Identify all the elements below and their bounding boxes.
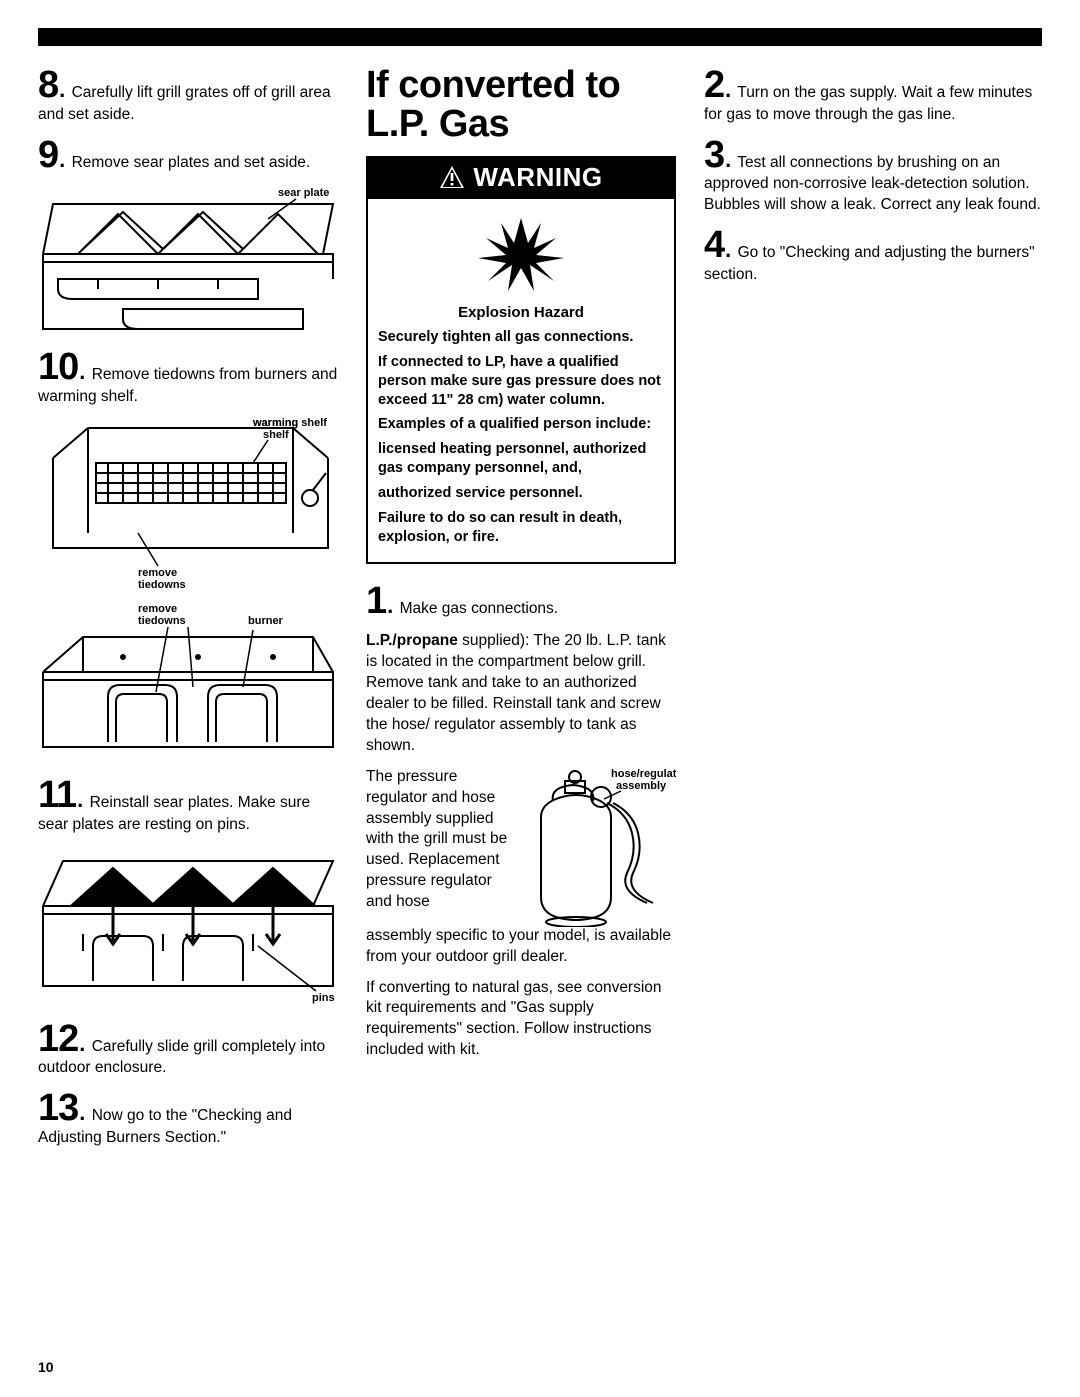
step-text: Remove sear plates and set aside. — [72, 154, 311, 171]
callout-hose-1: hose/regulator — [611, 768, 676, 780]
lp-para-3: If converting to natural gas, see conver… — [366, 978, 676, 1062]
page: 8. Carefully lift grill grates off of gr… — [0, 0, 1080, 1397]
step-number: 11 — [38, 774, 76, 816]
callout-sear-plate: sear plate — [278, 187, 329, 199]
right-step-3: 3. Test all connections by brushing on a… — [704, 136, 1042, 217]
step-number: 10 — [38, 346, 78, 388]
figure-tank: hose/regulator assembly — [521, 767, 676, 932]
step-text: Test all connections by brushing on an a… — [704, 154, 1041, 214]
warn-p1: Securely tighten all gas connections. — [378, 328, 664, 347]
step-12: 12. Carefully slide grill completely int… — [38, 1020, 338, 1080]
step-number: 2 — [704, 64, 724, 106]
columns: 8. Carefully lift grill grates off of gr… — [38, 66, 1042, 1159]
step-number: 13 — [38, 1087, 78, 1129]
warning-header-text: WARNING — [473, 162, 602, 193]
step-text: Go to "Checking and adjusting the burner… — [704, 244, 1035, 283]
burners-diagram: remove tiedowns burner — [38, 602, 338, 762]
callout-remove-1: remove — [138, 567, 177, 579]
callout-tiedowns-2: tiedowns — [138, 615, 186, 627]
figure-burners: remove tiedowns burner — [38, 602, 338, 762]
callout-pins: pins — [312, 992, 335, 1004]
explosion-icon — [378, 213, 664, 293]
column-right: 2. Turn on the gas supply. Wait a few mi… — [704, 66, 1042, 1159]
hazard-title: Explosion Hazard — [378, 303, 664, 323]
callout-hose-2: assembly — [616, 780, 667, 792]
header-black-bar — [38, 28, 1042, 46]
callout-warming-2: shelf — [263, 429, 289, 441]
step-text: Carefully lift grill grates off of grill… — [38, 84, 331, 123]
step-text: Turn on the gas supply. Wait a few minut… — [704, 84, 1032, 123]
warn-p2: If connected to LP, have a qualified per… — [378, 353, 664, 410]
figure-warming-shelf: warming shelf warming shelf remove tiedo… — [38, 418, 338, 588]
sear-plate-diagram: sear plate — [38, 184, 338, 334]
warning-triangle-icon — [439, 165, 465, 189]
section-title: If converted to L.P. Gas — [366, 66, 676, 144]
page-number: 10 — [38, 1359, 54, 1375]
step-10: 10. Remove tiedowns from burners and war… — [38, 348, 338, 408]
warn-p6: Failure to do so can result in death, ex… — [378, 509, 664, 547]
warn-p5: authorized service personnel. — [378, 484, 664, 503]
step-9: 9. Remove sear plates and set aside. — [38, 136, 338, 175]
figure-pins: pins — [38, 846, 338, 1006]
step-text: Make gas connections. — [400, 600, 559, 617]
lp-para-2: The pressure regulator and hose assembly… — [366, 767, 511, 913]
callout-remove-2: remove — [138, 603, 177, 615]
warning-header: WARNING — [368, 158, 674, 199]
figure-sear-plate: sear plate — [38, 184, 338, 334]
lp-wrap: The pressure regulator and hose assembly… — [366, 767, 676, 932]
step-number: 3 — [704, 134, 724, 176]
pins-diagram: pins — [38, 846, 338, 1006]
step-8: 8. Carefully lift grill grates off of gr… — [38, 66, 338, 126]
step-13: 13. Now go to the "Checking and Adjustin… — [38, 1089, 338, 1149]
lp-rest: supplied): The 20 lb. L.P. tank is locat… — [366, 632, 666, 754]
right-step-4: 4. Go to "Checking and adjusting the bur… — [704, 226, 1042, 286]
warn-p3: Examples of a qualified person include: — [378, 415, 664, 434]
mid-step-1: 1. Make gas connections. — [366, 582, 676, 621]
step-11: 11. Reinstall sear plates. Make sure sea… — [38, 776, 338, 836]
propane-tank-diagram: hose/regulator assembly — [521, 767, 676, 927]
lp-label: L.P./propane — [366, 632, 458, 649]
right-step-2: 2. Turn on the gas supply. Wait a few mi… — [704, 66, 1042, 126]
warn-p4: licensed heating personnel, authorized g… — [378, 440, 664, 478]
warming-shelf-diagram: warming shelf warming shelf remove tiedo… — [38, 418, 338, 588]
step-number: 8 — [38, 64, 58, 106]
step-number: 12 — [38, 1018, 78, 1060]
step-number: 9 — [38, 134, 58, 176]
column-middle: If converted to L.P. Gas WARNING — [366, 66, 676, 1159]
step-number: 1 — [366, 580, 386, 622]
callout-burner: burner — [248, 615, 284, 627]
callout-warming-1: warming — [252, 418, 298, 429]
lp-para-1: L.P./propane supplied): The 20 lb. L.P. … — [366, 631, 676, 757]
warning-body: Explosion Hazard Securely tighten all ga… — [368, 199, 674, 563]
step-number: 4 — [704, 224, 724, 266]
column-left: 8. Carefully lift grill grates off of gr… — [38, 66, 338, 1159]
callout-tiedowns-1: tiedowns — [138, 579, 186, 588]
lp-para-2b: assembly specific to your model, is avai… — [366, 926, 676, 968]
warning-box: WARNING Explosion Hazard Securely tighte… — [366, 156, 676, 565]
